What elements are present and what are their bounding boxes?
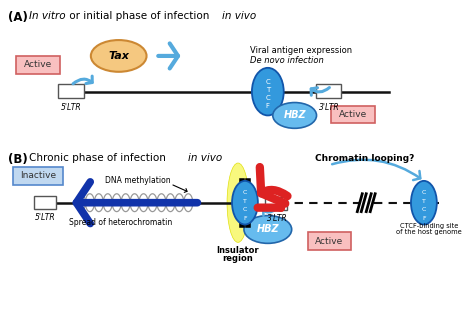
Text: T: T — [266, 87, 270, 93]
Text: Inactive: Inactive — [20, 171, 56, 180]
Text: CTCF-binding site: CTCF-binding site — [400, 222, 458, 228]
Text: Spread of heterochromatin: Spread of heterochromatin — [69, 218, 173, 227]
Text: HBZ: HBZ — [283, 111, 306, 121]
Text: in vivo: in vivo — [188, 153, 222, 163]
Text: Insulator: Insulator — [217, 246, 259, 255]
Text: F: F — [266, 103, 270, 109]
Text: C: C — [243, 190, 247, 195]
Bar — [58, 84, 84, 98]
Text: Active: Active — [24, 60, 52, 69]
Text: Chronic phase of infection: Chronic phase of infection — [29, 153, 169, 163]
Ellipse shape — [244, 215, 292, 243]
Text: F: F — [243, 215, 247, 220]
Text: Active: Active — [315, 237, 344, 246]
Text: 3'LTR: 3'LTR — [319, 103, 340, 112]
Text: C: C — [422, 207, 426, 212]
Bar — [265, 197, 287, 210]
Text: Tax: Tax — [108, 51, 129, 61]
Text: (A): (A) — [9, 11, 28, 24]
Ellipse shape — [411, 181, 437, 224]
Text: Active: Active — [339, 110, 367, 119]
Text: De novo infection: De novo infection — [250, 56, 324, 65]
Text: In vitro: In vitro — [29, 11, 66, 21]
Text: or initial phase of infection: or initial phase of infection — [66, 11, 213, 21]
Bar — [316, 84, 341, 98]
Text: C: C — [422, 190, 426, 195]
Ellipse shape — [232, 181, 258, 224]
Text: C: C — [265, 95, 270, 101]
Text: Chromatin looping?: Chromatin looping? — [315, 154, 414, 163]
Text: region: region — [223, 254, 254, 263]
Text: 5'LTR: 5'LTR — [35, 213, 55, 222]
Bar — [16, 56, 60, 74]
Text: 5'LTR: 5'LTR — [61, 103, 82, 112]
Text: T: T — [243, 199, 247, 204]
Ellipse shape — [91, 40, 146, 72]
Bar — [331, 106, 375, 123]
Bar — [34, 196, 56, 209]
Bar — [308, 232, 351, 250]
Ellipse shape — [252, 68, 284, 116]
Bar — [13, 167, 63, 185]
Ellipse shape — [227, 163, 249, 242]
Text: C: C — [265, 79, 270, 85]
Text: (B): (B) — [9, 153, 28, 166]
Text: F: F — [422, 215, 426, 220]
Text: Viral antigen expression: Viral antigen expression — [250, 47, 352, 56]
Text: C: C — [243, 207, 247, 212]
Text: DNA methylation: DNA methylation — [105, 176, 170, 185]
Text: of the host genome: of the host genome — [396, 229, 462, 235]
Text: 3'LTR: 3'LTR — [267, 214, 288, 223]
Text: in vivo: in vivo — [222, 11, 256, 21]
Text: T: T — [422, 199, 426, 204]
Ellipse shape — [273, 103, 317, 128]
Text: HBZ: HBZ — [256, 224, 279, 234]
